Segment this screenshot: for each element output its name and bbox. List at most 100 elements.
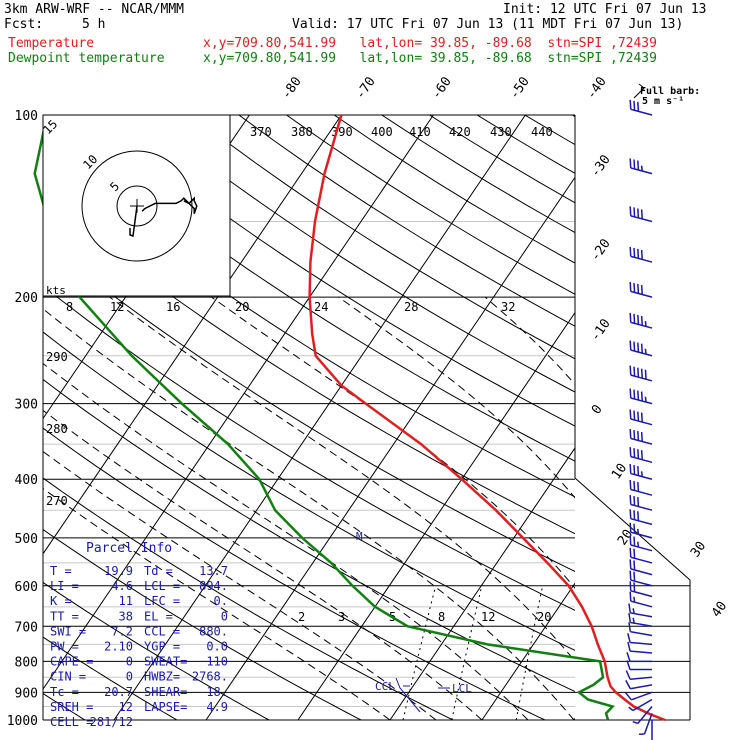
dewpoint-location-info: x,y=709.80,541.99 lat,lon= 39.85, -89.68… bbox=[203, 51, 657, 66]
pressure-tick-label: 400 bbox=[15, 473, 38, 488]
mixing-ratio-label: 12 bbox=[481, 610, 495, 624]
wind-barb-flag bbox=[640, 450, 643, 460]
forecast-hours: 5 h bbox=[82, 17, 106, 32]
wind-barb-flag bbox=[633, 410, 636, 421]
parcel-path bbox=[395, 677, 421, 713]
wind-barb bbox=[629, 409, 653, 426]
wind-barb-flag bbox=[629, 388, 632, 399]
wind-barb-staff bbox=[630, 630, 653, 637]
isotherm-line bbox=[297, 311, 575, 720]
wind-barb-flag bbox=[637, 449, 640, 459]
parcel-info-label: CAPE = bbox=[50, 655, 93, 669]
dry-adiabat bbox=[715, 115, 740, 720]
wind-barb-flag bbox=[637, 411, 640, 422]
parcel-info-label: T = bbox=[50, 564, 72, 578]
wind-barb-flag bbox=[629, 158, 632, 168]
mixing-ratio-label: 2 bbox=[298, 610, 305, 624]
wind-barb bbox=[639, 713, 653, 735]
isotherm-label: -40 bbox=[584, 74, 610, 102]
valid-time: Valid: 17 UTC Fri 07 Jun 13 (11 MDT Fri … bbox=[292, 17, 684, 32]
wind-barb bbox=[629, 479, 653, 496]
parcel-info-label: SREH = bbox=[50, 700, 93, 714]
parcel-info-label: LI = bbox=[50, 579, 79, 593]
wind-barb-flag bbox=[637, 160, 640, 171]
wind-barb-halfflag bbox=[637, 541, 640, 548]
wind-barb-flag bbox=[629, 365, 632, 376]
dry-adiabat bbox=[43, 331, 575, 651]
wind-barb bbox=[629, 535, 653, 552]
wind-barb-staff bbox=[632, 698, 653, 712]
wind-barb-flag bbox=[640, 249, 643, 260]
wind-barb-halfflag bbox=[632, 608, 635, 614]
dry-adiabat bbox=[238, 115, 575, 327]
wind-barb-halfflag bbox=[644, 321, 647, 327]
dry-adiabat bbox=[524, 115, 575, 146]
mixing-ratio-line bbox=[515, 585, 544, 720]
theta-label: 380 bbox=[291, 125, 313, 139]
theta-label: 370 bbox=[250, 125, 272, 139]
wind-barb-flag bbox=[640, 209, 643, 219]
wind-barb-flag bbox=[625, 670, 631, 680]
wind-barb-flag bbox=[633, 536, 636, 547]
wind-barb bbox=[629, 522, 653, 539]
mixing-ratio-label: 12 bbox=[110, 300, 124, 314]
dry-adiabat bbox=[43, 378, 575, 693]
mixing-ratio-label: 16 bbox=[166, 300, 180, 314]
dry-adiabat bbox=[572, 115, 575, 118]
wind-barb-flag bbox=[640, 343, 643, 354]
wind-barb-flag bbox=[629, 464, 632, 474]
wind-barb-flag bbox=[626, 660, 631, 670]
mixing-ratio-label: 8 bbox=[66, 300, 73, 314]
theta-label: 430 bbox=[490, 125, 512, 139]
wind-barb bbox=[629, 447, 653, 464]
wind-barb-flag bbox=[633, 523, 636, 534]
temperature-legend-label: Temperature bbox=[8, 36, 95, 51]
wind-barb-flag bbox=[640, 315, 643, 326]
theta-label: 270 bbox=[46, 494, 68, 508]
isotherm-label: -10 bbox=[588, 316, 614, 344]
wind-barb-flag bbox=[633, 496, 636, 506]
mixing-ratio-line bbox=[451, 585, 483, 720]
wind-barb-halfflag bbox=[637, 528, 640, 535]
pressure-tick-label: 200 bbox=[15, 291, 38, 306]
parcel-info-title: Parcel Info bbox=[86, 541, 172, 556]
wind-barb-flag bbox=[633, 247, 636, 258]
dry-adiabat bbox=[476, 115, 575, 174]
wind-barb-flag bbox=[629, 312, 632, 323]
parcel-info-value: 0 bbox=[126, 670, 133, 684]
wind-barb-flag bbox=[629, 547, 632, 558]
model-title: 3km ARW-WRF -- NCAR/MMM bbox=[4, 2, 185, 17]
moist-adiabat bbox=[43, 487, 391, 720]
wind-barb-staff bbox=[631, 691, 653, 701]
parcel-info-label: LAPSE= bbox=[144, 700, 187, 714]
wind-barb-flag bbox=[637, 390, 640, 401]
wind-barb-flag bbox=[633, 548, 636, 559]
theta-label: 400 bbox=[371, 125, 393, 139]
wind-barb-flag bbox=[629, 99, 632, 110]
wind-barb bbox=[626, 660, 652, 671]
wind-barb-staff bbox=[630, 684, 653, 690]
wind-barb-flag bbox=[629, 246, 632, 257]
wind-barb-flag bbox=[628, 603, 632, 614]
mixing-ratio-label: 32 bbox=[501, 300, 515, 314]
parcel-info-value: 38 bbox=[119, 609, 133, 623]
barb-legend-title: Full barb: bbox=[640, 86, 700, 97]
isotherm-label: 0 bbox=[589, 402, 606, 417]
wind-barb-flag bbox=[628, 612, 632, 623]
parcel-info-label: Td = bbox=[144, 564, 173, 578]
wind-barb-staff bbox=[643, 713, 653, 735]
parcel-info-value: 18. bbox=[206, 685, 228, 699]
wind-barb-flag bbox=[637, 208, 640, 218]
dry-adiabat bbox=[43, 636, 178, 720]
wind-barb bbox=[628, 603, 653, 618]
dry-adiabat bbox=[286, 115, 575, 295]
isotherm-label: 30 bbox=[688, 539, 709, 560]
isotherm-line bbox=[113, 115, 526, 720]
wind-barb-flag bbox=[633, 159, 636, 170]
dry-adiabat bbox=[190, 115, 575, 360]
isotherm-line bbox=[573, 717, 575, 720]
init-time: Init: 12 UTC Fri 07 Jun 13 bbox=[503, 2, 707, 17]
wind-barb bbox=[629, 591, 653, 608]
parcel-info-value: 4.9 bbox=[206, 700, 228, 714]
